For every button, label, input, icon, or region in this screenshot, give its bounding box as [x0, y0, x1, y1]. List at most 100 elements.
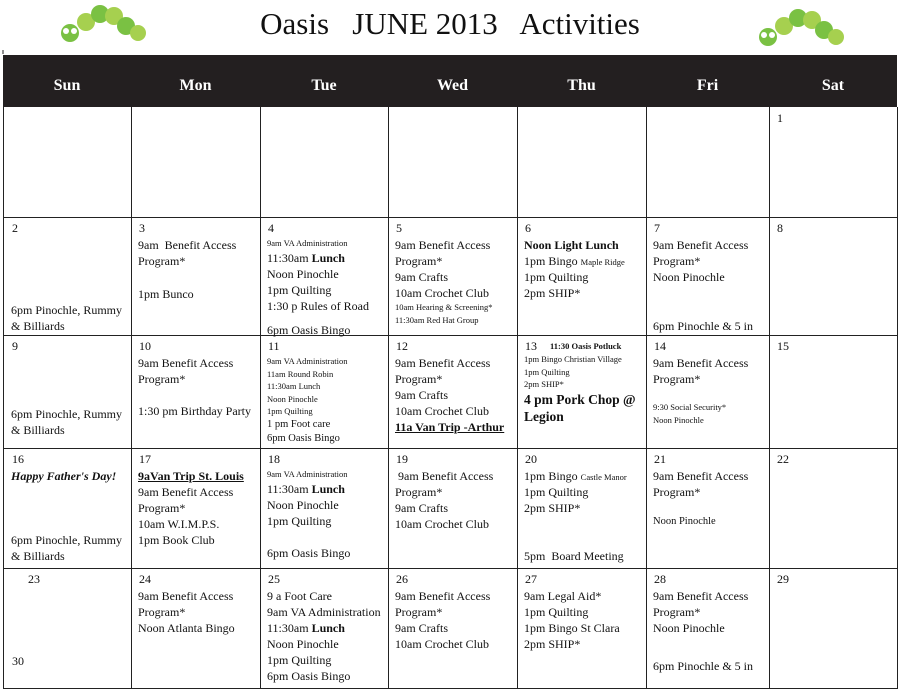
event: Program*: [138, 605, 186, 619]
event: 9am Benefit Access: [653, 238, 749, 252]
event: 1pm Quilting: [524, 366, 570, 377]
event-list: 9am Benefit Access Program* 9am Crafts 10am…: [395, 355, 515, 435]
event-part: Lunch: [298, 381, 321, 391]
event: 9am Crafts: [395, 621, 448, 635]
day-cell: 28 9am Benefit Access Program* Noon Pinochl…: [646, 568, 770, 689]
date: 23: [28, 572, 40, 586]
day-cell: [388, 107, 518, 218]
event: & Billiards: [11, 423, 65, 437]
event: Noon Pinochle: [267, 266, 339, 281]
event: 11:30am Red Hat Group: [395, 314, 479, 325]
event: 6pm Pinochle & 5 in: [653, 659, 753, 673]
day-cell: 27 9am Legal Aid* 1pm Quilting 1pm Bingo St…: [517, 568, 647, 689]
event-part: 11:30am: [267, 250, 309, 265]
event: Program*: [653, 485, 701, 499]
event: 6pm Pinochle & 5 in: [653, 319, 753, 333]
event: 9am VA Administration: [267, 238, 348, 248]
event: 9am Crafts: [395, 270, 448, 284]
event: 9am Benefit Access: [138, 238, 237, 252]
event: 2pm SHIP*: [524, 637, 581, 651]
event: 11:30am Lunch: [267, 620, 386, 636]
event: 11:30 Oasis Potluck: [550, 341, 622, 351]
date: 15: [777, 339, 789, 353]
event: 9am Benefit Access: [395, 469, 494, 483]
day-cell: 26 9am Benefit Access Program* 9am Crafts 10…: [388, 568, 518, 689]
date: 20: [525, 452, 537, 466]
day-cell: 23 30: [3, 568, 132, 689]
day-cell: 25 9 a Foot Care 9am VA Administration 11:3…: [260, 568, 389, 689]
date: 30: [12, 654, 24, 668]
event: Noon Pinochle: [267, 497, 339, 512]
event: Program*: [138, 372, 186, 386]
event: Noon Pinochle: [267, 637, 339, 651]
event: 9 a Foot Care: [267, 589, 332, 603]
event: Program*: [395, 605, 443, 619]
event: Noon Pinochle: [653, 516, 716, 527]
event-part: Castle Manor: [580, 472, 627, 482]
event: 1pm Quilting: [524, 485, 589, 499]
event-list: 9am VA Administration 11:30am Lunch Noon P…: [267, 468, 386, 561]
day-cell: 22: [769, 448, 898, 569]
event-list: 6pm Pinochle, Rummy & Billiards: [11, 237, 129, 334]
event: 2pm SHIP*: [524, 379, 564, 389]
date: 28: [654, 572, 666, 586]
event: 10am W.I.M.P.S.: [138, 517, 220, 531]
day-cell: 14 9am Benefit Access Program* 9:30 Social …: [646, 335, 770, 449]
event: Program*: [653, 372, 701, 386]
event: 10am Crochet Club: [395, 404, 489, 418]
event-list: Happy Father's Day! 6pm Pinochle, Rummy & …: [11, 468, 129, 564]
event: Noon Pinochle: [653, 270, 725, 284]
day-cell: 1: [769, 107, 898, 218]
day-header-bar: [3, 55, 897, 107]
day-cell: 5 9am Benefit Access Program* 9am Crafts 10a…: [388, 217, 518, 336]
event: Program*: [395, 485, 443, 499]
event-list: 9am Benefit Access Program* 9am Crafts 10am…: [395, 588, 515, 652]
date: 17: [139, 452, 151, 466]
event: 9am Benefit Access: [138, 485, 234, 499]
day-cell: [260, 107, 389, 218]
event: Noon Atlanta Bingo: [138, 621, 235, 635]
event: 6pm Pinochle, Rummy: [11, 303, 122, 317]
event: 9am Benefit Access: [653, 589, 749, 603]
event: 2pm SHIP*: [524, 501, 581, 515]
day-cell: 3 9am Benefit Access Program* 1pm Bunco: [131, 217, 261, 336]
event: 9am VA Administration: [267, 356, 348, 366]
event: 1pm Quilting: [267, 513, 332, 528]
event-part: Lunch: [311, 481, 345, 496]
day-header: Sat: [821, 77, 845, 94]
event: 9aVan Trip St. Louis: [138, 469, 244, 483]
event: 1pm Book Club: [138, 533, 215, 547]
event: Program*: [138, 254, 186, 268]
day-cell: 6 Noon Light Lunch 1pm Bingo Maple Ridge 1p…: [517, 217, 647, 336]
event: Program*: [653, 605, 701, 619]
day-cell: 24 9am Benefit Access Program* Noon Atlanta…: [131, 568, 261, 689]
day-cell: 15: [769, 335, 898, 449]
day-header: Sun: [53, 77, 81, 94]
event-list: 9am Benefit Access Program* 9am Crafts 10am…: [395, 468, 515, 532]
date: 11: [268, 339, 280, 353]
event: 9am Benefit Access: [138, 589, 234, 603]
event-list: 9am Benefit Access Program* Noon Atlanta B…: [138, 588, 258, 636]
event-list: 9am Benefit Access Program* 9:30 Social Se…: [653, 355, 767, 426]
day-cell: 8: [769, 217, 898, 336]
day-cell: [3, 107, 132, 218]
day-header: Mon: [179, 77, 212, 94]
event: 9am Crafts: [395, 388, 448, 402]
event-part: 1pm Bingo: [524, 254, 578, 268]
day-cell: 17 9aVan Trip St. Louis 9am Benefit Access…: [131, 448, 261, 569]
event-part: Lunch: [311, 250, 345, 265]
event: 1pm Bingo Castle Manor: [524, 468, 644, 484]
event-part: Lunch: [311, 621, 345, 635]
event: Noon Pinochle: [267, 393, 318, 404]
event: 11a Van Trip -Arthur: [395, 420, 505, 434]
event: 1pm Quilting: [267, 653, 332, 667]
date: 14: [654, 339, 666, 353]
event: 9am Legal Aid*: [524, 589, 602, 603]
event: 10am Crochet Club: [395, 637, 489, 651]
event-list: 9 a Foot Care 9am VA Administration 11:30a…: [267, 588, 386, 684]
day-cell: 2 6pm Pinochle, Rummy & Billiards: [3, 217, 132, 336]
event: Program*: [395, 254, 443, 268]
event: 9am Crafts: [395, 501, 448, 515]
date: 2: [12, 221, 18, 235]
